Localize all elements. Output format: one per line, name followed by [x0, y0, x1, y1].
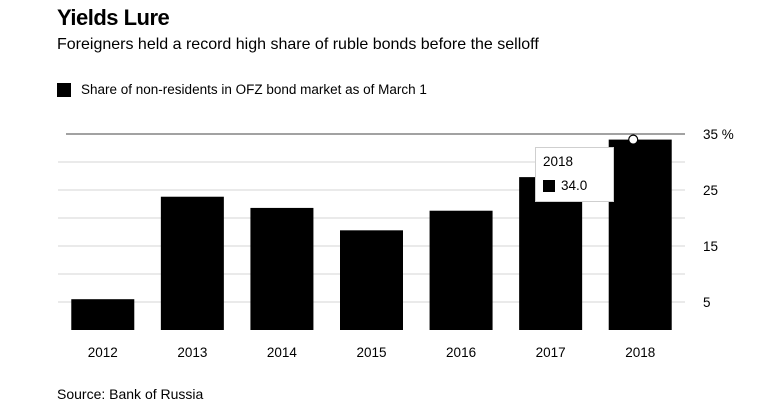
source-note: Source: Bank of Russia [57, 386, 204, 402]
bar-2014 [250, 207, 314, 330]
y-tick-label: 15 [703, 239, 718, 254]
y-tick-label: 5 [703, 295, 711, 310]
chart-subtitle: Foreigners held a record high share of r… [57, 36, 539, 53]
x-tick-label: 2015 [356, 345, 386, 360]
tooltip-value: 34.0 [561, 178, 588, 193]
legend: Share of non-residents in OFZ bond marke… [57, 82, 427, 97]
bar-2018 [608, 139, 672, 330]
x-tick-label: 2013 [177, 345, 207, 360]
x-tick-label: 2016 [446, 345, 476, 360]
x-tick-label: 2014 [267, 345, 298, 360]
x-tick-label: 2012 [88, 345, 118, 360]
x-tick-label: 2017 [536, 345, 566, 360]
value-tooltip: 2018 34.0 [535, 147, 614, 202]
y-tick-label: 35 % [703, 127, 734, 142]
legend-swatch [57, 82, 71, 97]
bar-2012 [71, 299, 135, 330]
highlight-marker [628, 134, 639, 145]
legend-label: Share of non-residents in OFZ bond marke… [81, 82, 427, 97]
bar-2017 [519, 177, 583, 330]
chart-title: Yields Lure [57, 5, 170, 30]
bar-2016 [429, 210, 493, 330]
x-tick-label: 2018 [625, 345, 655, 360]
bar-2013 [160, 196, 224, 330]
tooltip-swatch [543, 179, 555, 192]
y-tick-label: 25 [703, 183, 718, 198]
tooltip-year: 2018 [543, 154, 574, 169]
bar-2015 [340, 230, 403, 330]
